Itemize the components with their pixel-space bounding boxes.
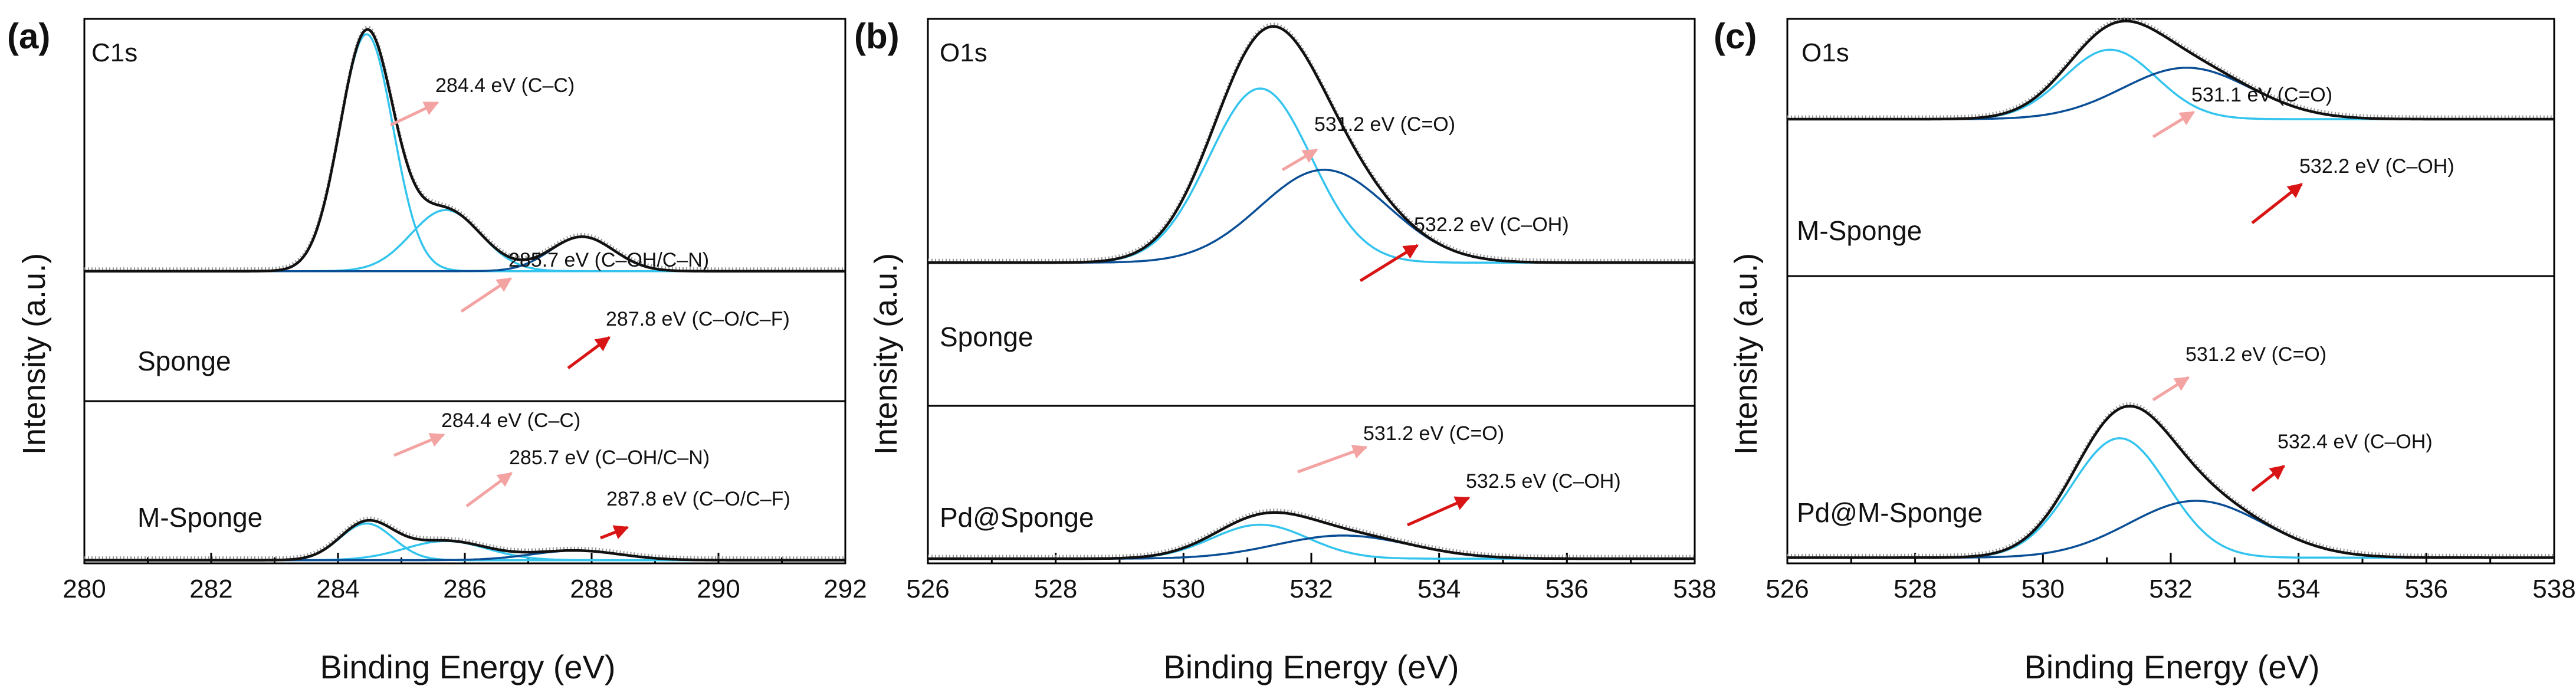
x-tick-label: 528 — [1034, 575, 1077, 603]
fit-envelope-line — [84, 28, 845, 273]
x-tick-label: 530 — [1162, 575, 1205, 603]
x-tick-label: 530 — [2022, 575, 2065, 603]
panel-label: (a) — [7, 17, 50, 56]
panel-c-o1s: (c) O1s Binding Energy (eV) Intensity (a… — [1714, 17, 2576, 685]
x-tick-label: 526 — [906, 575, 949, 603]
plot-area: 526 528 530 532 534 536 538 Sponge 531.2 eV (C=O… — [906, 18, 1717, 603]
sample-label: M-Sponge — [137, 502, 262, 533]
x-tick-label: 284 — [316, 575, 359, 603]
annotation-arrow — [2152, 110, 2196, 139]
x-tick-label: 536 — [2405, 575, 2448, 603]
peak-annotation-label: 532.2 eV (C–OH) — [2299, 155, 2454, 178]
x-tick-label: 538 — [1673, 575, 1716, 603]
sample-label: M-Sponge — [1797, 215, 1922, 246]
peak-annotation-label: 531.2 eV (C=O) — [1314, 113, 1455, 136]
peak-annotation-label: 284.4 eV (C–C) — [441, 409, 580, 432]
annotation-arrow — [1359, 244, 1419, 283]
panel-a-c1s: (a) C1s Binding Energy (eV) Intensity (a… — [7, 17, 867, 685]
annotation-arrow — [2152, 376, 2190, 402]
sample-label: Pd@M-Sponge — [1797, 497, 1983, 528]
plot-area: 280 282 284 286 288 290 292 Sponge 284.4 eV (C–C… — [63, 18, 867, 603]
y-axis-label: Intensity (a.u.) — [868, 253, 904, 455]
fit-envelope-line — [1787, 19, 2554, 121]
raw-data-line — [1787, 17, 2554, 119]
fit-component-line — [84, 235, 845, 273]
peak-annotation-label: 532.2 eV (C–OH) — [1414, 214, 1569, 236]
panel-label: (c) — [1714, 17, 1757, 56]
x-tick-label: 292 — [823, 575, 867, 603]
panel-b-o1s: (b) O1s Binding Energy (eV) Intensity (a… — [854, 17, 1717, 685]
x-axis-label: Binding Energy (eV) — [2024, 648, 2319, 685]
peak-annotation-label: 532.5 eV (C–OH) — [1466, 470, 1621, 493]
annotation-arrow — [600, 525, 629, 540]
x-tick-label: 282 — [189, 575, 232, 603]
fit-component-line — [1787, 48, 2554, 120]
fit-envelope-line — [84, 519, 845, 562]
x-tick-label: 528 — [1894, 575, 1937, 603]
peak-annotation-label: 284.4 eV (C–C) — [435, 74, 575, 97]
panel-title: C1s — [91, 38, 137, 67]
annotation-arrow — [465, 471, 513, 508]
sample-label: Sponge — [940, 321, 1033, 352]
annotation-arrow — [2251, 183, 2303, 224]
x-tick-label: 288 — [570, 575, 613, 603]
panel-title: O1s — [1801, 38, 1849, 67]
x-axis-label: Binding Energy (eV) — [1163, 648, 1459, 685]
fit-envelope-line — [928, 511, 1695, 560]
x-axis-label: Binding Energy (eV) — [320, 648, 615, 685]
annotation-arrow — [1297, 444, 1368, 474]
fit-component-line — [928, 87, 1695, 264]
x-tick-label: 534 — [2277, 575, 2320, 603]
panel-label: (b) — [854, 17, 900, 56]
sample-label: Sponge — [137, 346, 231, 376]
peak-annotation-label: 287.8 eV (C–O/C–F) — [606, 308, 790, 330]
x-tick-label: 290 — [697, 575, 740, 603]
annotation-arrow — [1406, 496, 1471, 527]
peak-annotation-label: 531.2 eV (C=O) — [1363, 422, 1504, 445]
raw-data-line — [928, 508, 1695, 558]
panel-title: O1s — [940, 38, 987, 67]
raw-data-line — [1787, 402, 2554, 557]
plot-area: 526 528 530 532 534 536 538 M-Sponge 531.1 eV (C… — [1766, 17, 2576, 603]
fit-component-line — [84, 33, 845, 273]
y-axis-label: Intensity (a.u.) — [1728, 253, 1764, 455]
annotation-arrow — [393, 433, 445, 457]
peak-annotation-label: 532.4 eV (C–OH) — [2278, 431, 2433, 453]
annotation-arrow — [389, 101, 439, 127]
sample-label: Pd@Sponge — [940, 502, 1094, 533]
peak-annotation-label: 531.2 eV (C=O) — [2186, 343, 2326, 366]
y-axis-label: Intensity (a.u.) — [17, 253, 52, 455]
x-tick-label: 532 — [1289, 575, 1333, 603]
annotation-arrow — [2251, 465, 2285, 492]
x-tick-label: 532 — [2149, 575, 2192, 603]
x-tick-label: 534 — [1417, 575, 1461, 603]
x-tick-label: 538 — [2532, 575, 2575, 603]
raw-data-line — [84, 25, 845, 271]
x-tick-label: 286 — [443, 575, 486, 603]
peak-annotation-label: 287.8 eV (C–O/C–F) — [606, 488, 790, 510]
x-tick-label: 536 — [1545, 575, 1589, 603]
annotation-arrow — [460, 277, 513, 313]
fit-component-line — [1787, 67, 2554, 120]
x-tick-label: 280 — [63, 575, 106, 603]
fit-component-line — [928, 169, 1695, 264]
raw-data-line — [928, 22, 1695, 262]
x-tick-label: 526 — [1766, 575, 1809, 603]
fit-envelope-line — [1787, 405, 2554, 559]
peak-annotation-label: 285.7 eV (C–OH/C–N) — [508, 249, 709, 271]
plot-frame — [1786, 18, 2555, 565]
plot-frame — [83, 18, 846, 565]
annotation-arrow — [567, 336, 611, 370]
annotation-arrow — [1281, 148, 1318, 172]
peak-annotation-label: 285.7 eV (C–OH/C–N) — [509, 447, 710, 469]
peak-annotation-label: 531.1 eV (C=O) — [2191, 84, 2332, 106]
fit-envelope-line — [928, 25, 1695, 264]
